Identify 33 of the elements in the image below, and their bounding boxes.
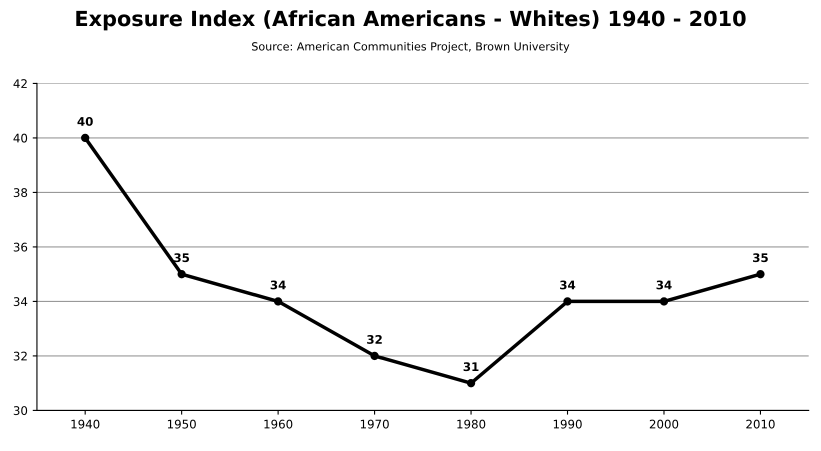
point (756, 270, 765, 278)
data-label: 34 (656, 280, 672, 290)
y-tick-label: 42 (13, 79, 27, 88)
x-tick-label: 1960 (264, 420, 292, 429)
data-label: 40 (77, 116, 93, 126)
x-tick-label: 1980 (457, 420, 486, 429)
point (370, 352, 379, 360)
data-label: 35 (753, 253, 768, 262)
point (563, 297, 572, 306)
y-tick-label: 34 (14, 297, 28, 306)
data-label: 32 (367, 334, 382, 344)
x-tick-label: 1970 (360, 420, 389, 429)
point (274, 297, 282, 306)
y-tick-label: 40 (13, 134, 28, 143)
point (81, 134, 90, 142)
x-tick-label: 2010 (746, 420, 775, 429)
y-tick-label: 38 (14, 188, 28, 198)
data-label: 34 (270, 280, 286, 290)
chart-subtitle: Source: American Communities Project, Brown University (252, 42, 570, 53)
data-label: 31 (464, 362, 478, 372)
point (660, 297, 668, 306)
x-tick-label: 1950 (168, 420, 196, 429)
data-label: 35 (174, 253, 190, 262)
y-tick-label: 36 (14, 242, 28, 252)
data-label: 34 (560, 280, 576, 290)
y-tick-label: 30 (14, 406, 28, 416)
chart-title: Exposure Index (African Americans - Whites) 1940 - 2010 (76, 10, 746, 30)
x-tick-label: 1990 (554, 420, 582, 429)
point (466, 378, 476, 388)
x-tick-label: 2000 (650, 420, 678, 429)
y-tick-label: 32 (14, 352, 27, 361)
x-tick-label: 1940 (71, 420, 100, 429)
point (177, 270, 186, 278)
